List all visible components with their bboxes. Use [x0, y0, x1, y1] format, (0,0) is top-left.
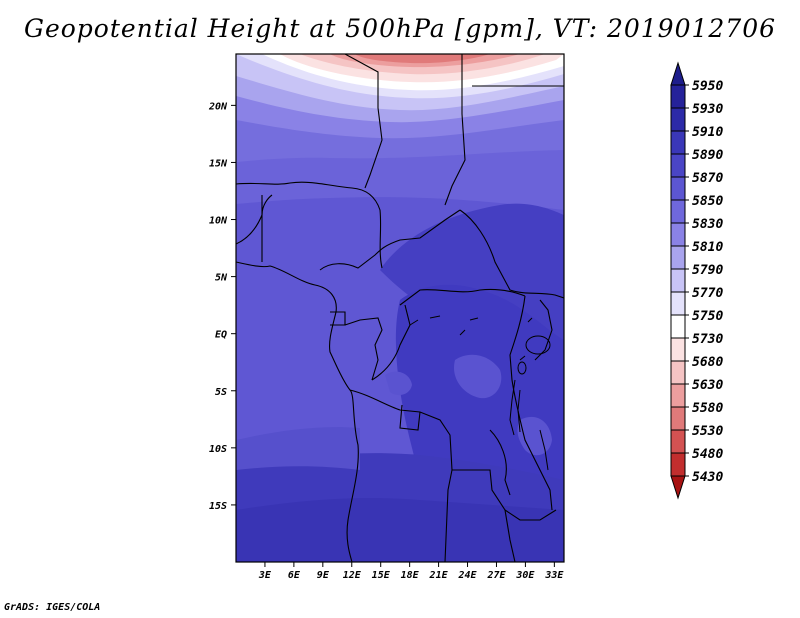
- lon-tick-label: 18E: [401, 570, 420, 581]
- colorbar-label: 5480: [692, 447, 723, 462]
- colorbar-label: 5950: [692, 79, 723, 94]
- lat-axis: 20N 15N 10N 5N EQ 5S 10S 15S: [208, 101, 236, 512]
- colorbar-label: 5680: [692, 355, 723, 370]
- lon-tick-label: 27E: [486, 570, 506, 581]
- colorbar-label: 5730: [692, 332, 723, 347]
- colorbar-cell: [670, 291, 686, 316]
- colorbar-label: 5770: [692, 286, 723, 301]
- colorbar-label: 5830: [692, 217, 723, 232]
- colorbar-cell: [670, 222, 686, 247]
- lon-tick-label: 24E: [457, 570, 477, 581]
- lat-tick-label: 5N: [215, 273, 228, 284]
- colorbar-label: 5430: [692, 470, 723, 485]
- plot-frame: [235, 53, 565, 563]
- colorbar-cell: [670, 314, 686, 339]
- colorbar-cell: [670, 429, 686, 454]
- colorbar-label: 5530: [692, 424, 723, 439]
- colorbar-label: 5630: [692, 378, 723, 393]
- colorbar-cell: [670, 84, 686, 109]
- lat-tick-label: 15N: [209, 158, 228, 169]
- colorbar-cell: [670, 452, 686, 477]
- lakes: [409, 315, 551, 471]
- map-title: Geopotential Height at 500hPa [gpm], VT:…: [23, 14, 777, 43]
- colorbar-cell: [670, 245, 686, 270]
- lon-tick-label: 15E: [372, 570, 391, 581]
- colorbar-label: 5870: [692, 171, 723, 186]
- colorbar-cell: [670, 268, 686, 293]
- lon-tick-label: 21E: [429, 570, 449, 581]
- colorbar-cell: [670, 337, 686, 362]
- colorbar-cell: [670, 360, 686, 385]
- lon-tick-label: 33E: [544, 570, 564, 581]
- lat-tick-label: 15S: [209, 501, 227, 512]
- lat-tick-label: 10N: [209, 216, 228, 227]
- colorbar-label: 5580: [692, 401, 723, 416]
- lon-tick-label: 3E: [258, 570, 272, 581]
- colorbar-cell: [670, 406, 686, 431]
- colorbar-label: 5790: [692, 263, 723, 278]
- colorbar-cell: [670, 107, 686, 132]
- colorbar-label: 5810: [692, 240, 723, 255]
- colorbar-cell: [670, 176, 686, 201]
- colorbar-cell: [670, 130, 686, 155]
- lon-tick-label: 30E: [515, 570, 535, 581]
- boundaries: [236, 54, 564, 562]
- lon-tick-label: 9E: [317, 570, 330, 581]
- colorbar-bottom-arrow: [670, 475, 686, 500]
- lon-axis: 3E 6E 9E 12E 15E 18E 21E 24E 27E 30E 33E: [258, 562, 564, 581]
- lon-tick-label: 12E: [343, 570, 362, 581]
- colorbar-label: 5750: [692, 309, 723, 324]
- colorbar-label: 5850: [692, 194, 723, 209]
- colorbar-cell: [670, 383, 686, 408]
- grads-credit: GrADS: IGES/COLA: [4, 602, 101, 613]
- contour-field: [236, 54, 564, 562]
- lat-tick-label: 20N: [208, 101, 228, 112]
- colorbar-label: 5910: [692, 125, 723, 140]
- colorbar: 5950 5930 5910 5890 5870 5850 5830 5810 5790 5770…: [670, 61, 723, 500]
- colorbar-cell: [670, 199, 686, 224]
- colorbar-cell: [670, 153, 686, 178]
- lat-tick-label: 5S: [215, 387, 227, 398]
- colorbar-label: 5890: [692, 148, 723, 163]
- lon-tick-label: 6E: [288, 570, 301, 581]
- lat-tick-label: EQ: [215, 330, 227, 341]
- colorbar-top-arrow: [670, 61, 686, 86]
- colorbar-label: 5930: [692, 102, 723, 117]
- lat-tick-label: 10S: [209, 444, 227, 455]
